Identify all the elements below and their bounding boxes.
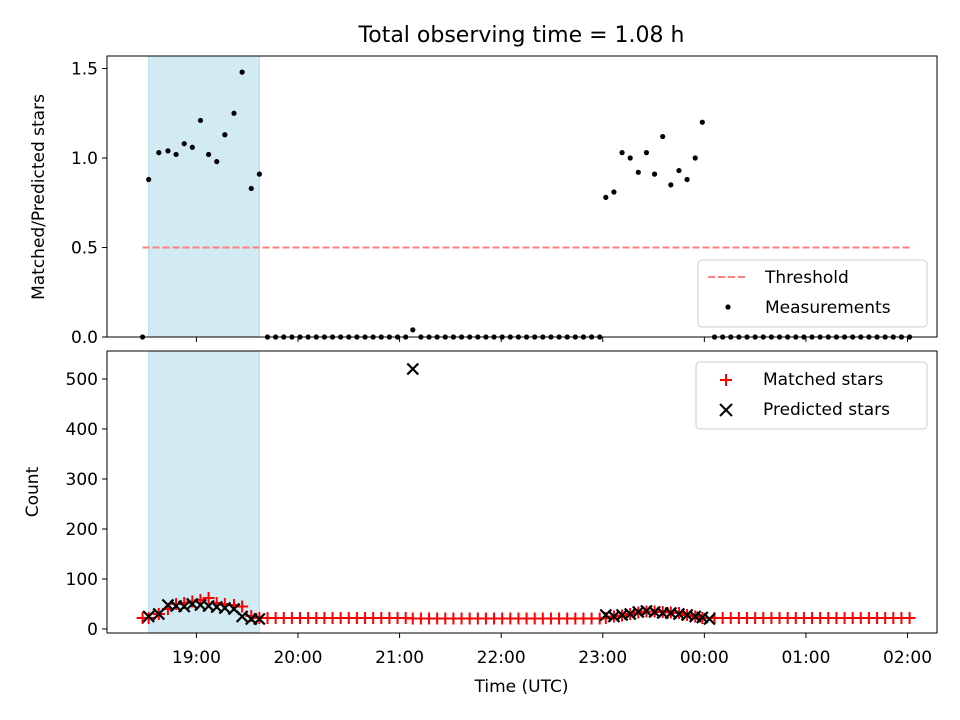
- measurement-point: [684, 176, 690, 183]
- measurement-point: [256, 171, 262, 177]
- top-axes-frame: [106, 55, 938, 338]
- matched-star-point: [903, 612, 916, 624]
- measurement-point: [635, 169, 641, 175]
- measurement-point: [146, 176, 152, 183]
- x-tick-label: 19:00: [172, 648, 221, 668]
- measurement-point: [699, 119, 705, 125]
- predicted-star-point: [142, 610, 155, 623]
- x-tick-label: 01:00: [781, 648, 830, 668]
- bottom-y-tick-label: 500: [66, 370, 98, 390]
- measurement-point: [181, 141, 187, 147]
- x-tick-label: 22:00: [477, 648, 526, 668]
- x-tick-label: 00:00: [680, 648, 729, 668]
- measurement-point: [173, 151, 179, 158]
- legend-matched-label: Matched stars: [763, 370, 883, 390]
- matched-star-point: [236, 600, 249, 613]
- measurement-point: [603, 194, 609, 200]
- measurement-point: [205, 151, 212, 158]
- measurement-point: [660, 133, 666, 140]
- top-legend: Threshold Measurements: [697, 259, 928, 328]
- x-tick-label: 23:00: [578, 648, 627, 668]
- top-panel: 0.0 0.5 1.0 1.5: [71, 55, 938, 348]
- x-tick-label: 02:00: [883, 648, 932, 668]
- measurement-point: [692, 155, 698, 161]
- bottom-legend: Matched stars Predicted stars: [695, 361, 928, 430]
- x-axis-label: Time (UTC): [474, 677, 569, 697]
- bottom-y-axis-label: Count: [23, 466, 43, 517]
- top-y-axis-label: Matched/Predicted stars: [29, 94, 49, 300]
- bottom-y-tick-label: 0: [87, 620, 98, 640]
- matched-star-point: [202, 592, 215, 604]
- predicted-star-point: [253, 612, 266, 626]
- measurement-point: [197, 117, 204, 124]
- legend-predicted-label: Predicted stars: [763, 400, 890, 420]
- top-y-tick-label: 0.5: [71, 239, 98, 259]
- measurement-point: [239, 69, 245, 75]
- bottom-y-tick-label: 100: [66, 570, 98, 590]
- measurement-point: [643, 150, 650, 156]
- legend-predicted-swatch: [719, 403, 733, 417]
- bottom-y-tick-label: 200: [66, 520, 98, 540]
- top-y-tick-label: 0.0: [71, 328, 98, 348]
- measurement-point: [156, 150, 162, 156]
- measurement-point: [231, 110, 237, 116]
- legend-measurements-label: Measurements: [765, 298, 891, 318]
- top-y-tick-label: 1.0: [71, 149, 98, 169]
- bottom-y-tick-label: 300: [66, 470, 98, 490]
- measurement-point: [410, 327, 416, 333]
- predicted-star-point: [703, 612, 716, 626]
- measurement-point: [248, 185, 254, 192]
- bottom-shaded-interval: [148, 350, 260, 634]
- measurement-point: [627, 155, 633, 161]
- chart-title: Total observing time = 1.08 h: [358, 23, 685, 48]
- bottom-legend-box: [695, 361, 928, 430]
- legend-measurements-swatch: [725, 304, 731, 310]
- measurement-point: [189, 144, 195, 150]
- x-tick-label: 21:00: [375, 648, 424, 668]
- legend-threshold-label: Threshold: [764, 268, 849, 288]
- x-tick-label: 20:00: [273, 648, 322, 668]
- measurement-point: [668, 182, 674, 188]
- measurement-point: [214, 158, 220, 165]
- measurement-point: [651, 171, 658, 177]
- bottom-y-tick-label: 400: [66, 420, 98, 440]
- measurement-point: [611, 189, 617, 195]
- measurement-point: [222, 132, 228, 138]
- bottom-axes-frame: [106, 350, 938, 634]
- predicted-star-point: [406, 362, 420, 376]
- bottom-panel: 19:00 20:00 21:00 22:00 23:00 00:00 01:00 02:00…: [66, 350, 938, 668]
- predicted-star-point: [235, 610, 249, 623]
- measurement-point: [165, 148, 171, 154]
- measurement-point: [676, 167, 682, 174]
- top-legend-box: [697, 259, 928, 328]
- legend-matched-swatch: [720, 374, 732, 386]
- measurement-point: [619, 150, 625, 156]
- top-y-tick-label: 1.5: [71, 60, 98, 80]
- predicted-star-point: [177, 600, 191, 613]
- top-shaded-interval: [148, 55, 260, 338]
